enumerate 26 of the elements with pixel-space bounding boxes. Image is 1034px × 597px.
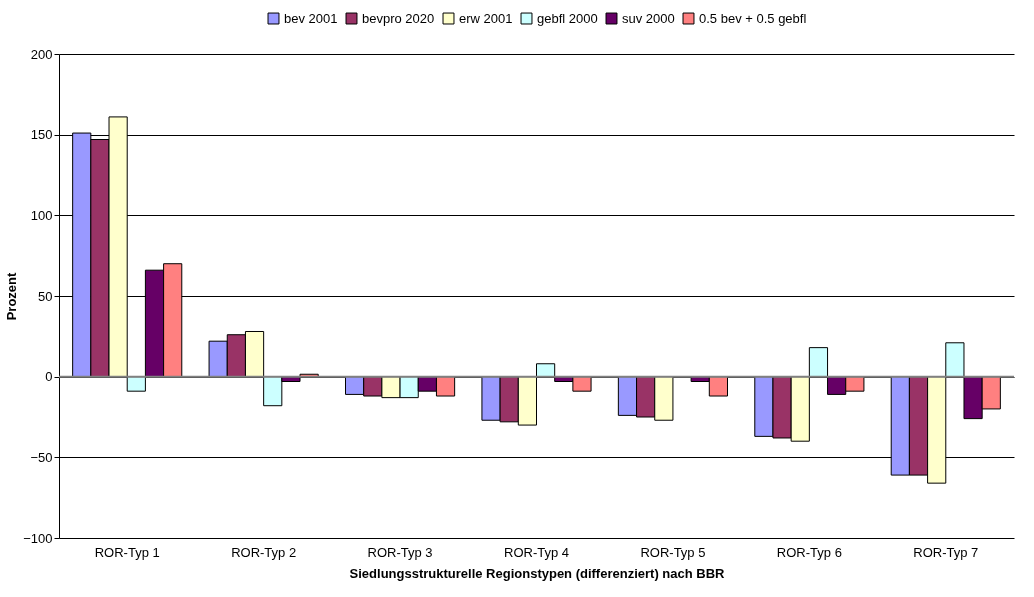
y-tick-label: 100 xyxy=(30,207,53,223)
bar xyxy=(126,376,146,392)
x-tick-label: ROR-Typ 5 xyxy=(640,544,706,560)
bar xyxy=(808,347,829,378)
y-tick-label: 50 xyxy=(38,288,53,304)
x-tick-label: ROR-Typ 6 xyxy=(776,544,842,560)
x-axis-title: Siedlungsstrukturelle Regionstypen (differenziert) nach BBR xyxy=(349,565,726,581)
bar xyxy=(536,363,556,378)
x-tick-label: ROR-Typ 7 xyxy=(913,544,979,560)
bar xyxy=(945,342,965,378)
x-tick-label: ROR-Typ 4 xyxy=(503,544,570,560)
legend-label: gebfl 2000 xyxy=(537,10,598,26)
y-tick-label: −50 xyxy=(30,449,53,465)
legend-label: bev 2001 xyxy=(284,10,338,26)
y-axis-title: Prozent xyxy=(4,271,20,321)
y-tick-label: 200 xyxy=(30,46,53,62)
y-tick-label: 0 xyxy=(45,369,53,385)
y-tick-label: 150 xyxy=(30,127,53,143)
x-tick-label: ROR-Typ 3 xyxy=(367,544,433,560)
x-tick-label: ROR-Typ 1 xyxy=(94,544,160,560)
legend-label: suv 2000 xyxy=(622,10,675,26)
legend-label: 0.5 bev + 0.5 gebfl xyxy=(699,10,807,26)
x-tick-label: ROR-Typ 2 xyxy=(231,544,297,560)
y-tick-label: −100 xyxy=(23,530,53,546)
legend-label: bevpro 2020 xyxy=(362,10,435,26)
legend-label: erw 2001 xyxy=(459,10,513,26)
